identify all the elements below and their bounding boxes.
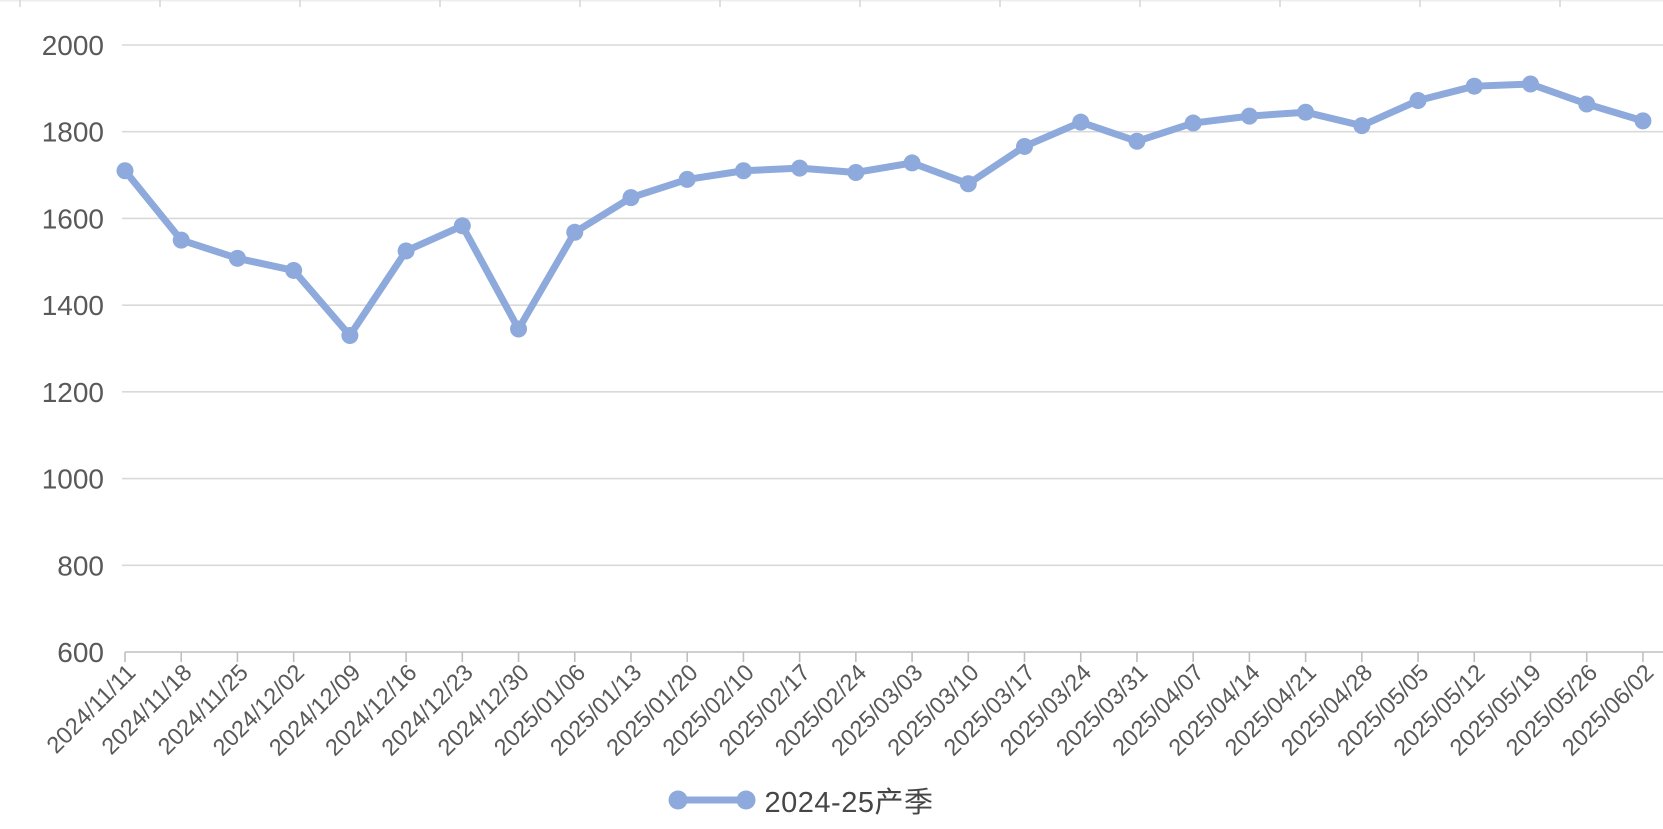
data-point (397, 242, 415, 260)
data-point (1184, 114, 1202, 132)
data-point (1578, 95, 1596, 113)
y-tick-label: 2000 (42, 30, 104, 61)
data-point (1072, 113, 1090, 131)
data-point (903, 154, 921, 172)
data-point (1634, 112, 1652, 130)
data-point (1465, 77, 1483, 95)
data-point (791, 159, 809, 177)
data-point (959, 175, 977, 193)
y-tick-label: 1000 (42, 464, 104, 495)
y-tick-label: 1600 (42, 203, 104, 234)
data-point (172, 231, 190, 249)
data-point (1297, 103, 1315, 121)
y-tick-label: 600 (57, 637, 104, 668)
y-tick-label: 1400 (42, 290, 104, 321)
legend-label: 2024-25产季 (764, 787, 934, 819)
data-point (116, 162, 134, 180)
data-point (1353, 117, 1371, 135)
y-tick-label: 800 (57, 550, 104, 581)
data-point (1409, 91, 1427, 109)
data-point (341, 326, 359, 344)
data-point (734, 162, 752, 180)
y-tick-label: 1800 (42, 117, 104, 148)
data-point (285, 261, 303, 279)
data-point (847, 163, 865, 181)
legend-line-marker-icon (668, 790, 756, 810)
data-point (453, 217, 471, 235)
data-point (510, 320, 528, 338)
data-point (566, 223, 584, 241)
data-point (678, 170, 696, 188)
data-point (1016, 137, 1034, 155)
series-line (121, 80, 1647, 339)
legend: 2024-25产季 (666, 779, 934, 821)
data-point (1240, 107, 1258, 125)
data-point (228, 249, 246, 267)
data-point (1128, 132, 1146, 150)
data-point (1522, 75, 1539, 93)
data-point (622, 189, 640, 207)
y-tick-label: 1200 (42, 377, 104, 408)
